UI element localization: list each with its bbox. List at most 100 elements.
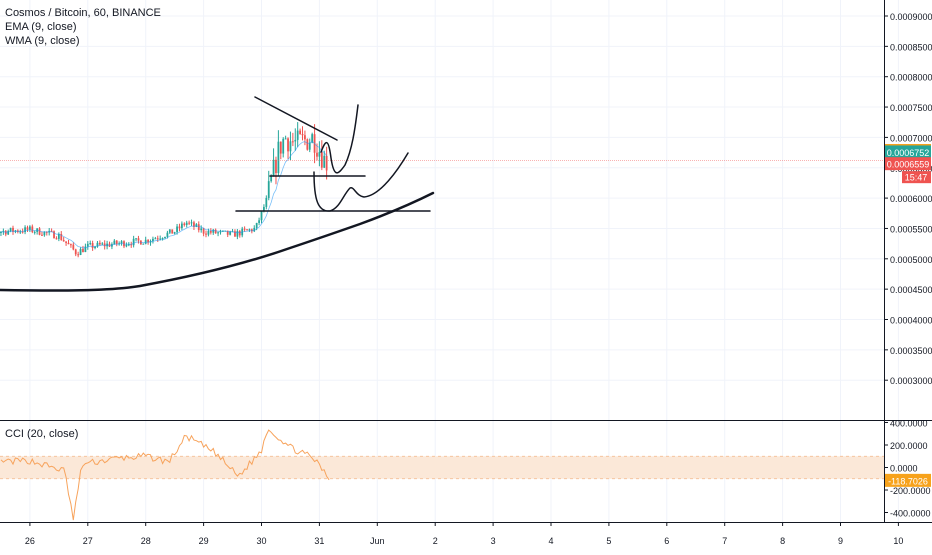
time-tick-label: 10	[893, 536, 903, 546]
candle-body	[319, 152, 321, 157]
price-tick-label: 0.0004500	[890, 285, 932, 295]
drawing-curve-support	[0, 193, 433, 291]
price-tick-label: 0.0007500	[890, 103, 932, 113]
candle-body	[10, 228, 12, 231]
candle-body	[56, 238, 58, 239]
candle-body	[152, 239, 154, 241]
main-legend[interactable]: Cosmos / Bitcoin, 60, BINANCE EMA (9, cl…	[5, 6, 161, 48]
candle-body	[159, 239, 161, 240]
candle-body	[29, 226, 31, 229]
candle-body	[265, 198, 267, 207]
candle-body	[261, 211, 263, 220]
candle-body	[287, 138, 289, 151]
candle-body	[273, 160, 275, 176]
candle-body	[186, 223, 188, 225]
legend-ema[interactable]: EMA (9, close)	[5, 21, 77, 33]
cci-tick-label: 400.0000	[890, 419, 928, 429]
user-drawings[interactable]	[0, 97, 433, 291]
candle-body	[270, 176, 272, 181]
candle-body	[34, 232, 36, 233]
time-tick-label: 3	[491, 536, 496, 546]
time-scale[interactable]: 26 27 28 29 30 31 Jun 2 3 4 5 6 7 8 9 10	[25, 522, 904, 546]
candle-body	[92, 243, 94, 248]
candle-body	[104, 244, 106, 247]
time-tick-label: 30	[256, 536, 266, 546]
candle-body	[63, 240, 65, 241]
time-tick-label: 2	[433, 536, 438, 546]
legend-cci[interactable]: CCI (20, close)	[5, 428, 78, 440]
candle-body	[277, 142, 279, 173]
candle-body	[205, 234, 207, 235]
candle-body	[164, 237, 166, 238]
candle-body	[210, 231, 212, 233]
candle-body	[299, 131, 301, 134]
candle-body	[174, 232, 176, 233]
price-tick-label: 0.0005500	[890, 224, 932, 234]
candle-body	[306, 139, 308, 149]
price-tick-label: 0.0008500	[890, 42, 932, 52]
time-tick-label: 7	[722, 536, 727, 546]
candle-body	[113, 241, 115, 245]
candle-body	[24, 227, 26, 232]
candle-body	[249, 229, 251, 230]
time-tick-label: 9	[838, 536, 843, 546]
time-tick-label: 31	[314, 536, 324, 546]
candle-body	[75, 249, 77, 254]
time-tick-label: 5	[606, 536, 611, 546]
cci-tick-label: -200.0000	[890, 486, 931, 496]
candle-body	[43, 232, 45, 236]
cci-scale[interactable]: 400.0000 200.0000 0.0000 -200.0000 -400.0000	[884, 419, 931, 519]
price-tick-label: 0.0003500	[890, 346, 932, 356]
candle-body	[217, 232, 219, 233]
cci-tick-label: -400.0000	[890, 509, 931, 519]
drawing-trendline	[255, 97, 337, 140]
candle-body	[167, 233, 169, 237]
cci-band-fill	[0, 456, 884, 479]
main-grid	[0, 0, 898, 522]
candle-body	[256, 223, 258, 228]
time-tick-label: 4	[548, 536, 553, 546]
axes	[0, 0, 932, 523]
price-scale[interactable]: 0.0009000 0.0008500 0.0008000 0.0007500 0.00…	[884, 12, 932, 386]
time-tick-label: 8	[780, 536, 785, 546]
legend-wma[interactable]: WMA (9, close)	[5, 35, 80, 47]
time-tick-label: 6	[664, 536, 669, 546]
candle-body	[126, 245, 128, 247]
ema-line	[0, 141, 884, 248]
candle-body	[236, 231, 238, 237]
time-tick-label: 27	[83, 536, 93, 546]
candle-series[interactable]	[0, 122, 327, 257]
candle-body	[41, 235, 43, 236]
candle-body	[101, 244, 103, 245]
candle-body	[246, 229, 248, 230]
time-tick-label: Jun	[370, 536, 385, 546]
price-tag-mid: 0.0006752	[887, 148, 930, 158]
candle-body	[77, 254, 79, 255]
price-tick-label: 0.0005000	[890, 255, 932, 265]
legend-symbol[interactable]: Cosmos / Bitcoin, 60, BINANCE	[5, 7, 161, 19]
candle-body	[169, 229, 171, 232]
candle-body	[304, 135, 306, 139]
time-tick-label: 26	[25, 536, 35, 546]
candle-body	[181, 224, 183, 229]
candle-body	[72, 245, 74, 250]
candle-body	[258, 220, 260, 223]
candle-body	[65, 241, 67, 243]
candle-body	[154, 238, 156, 239]
candle-body	[275, 160, 277, 173]
price-tag-last: 0.0006559	[887, 160, 930, 170]
candle-body	[82, 249, 84, 252]
candle-body	[292, 141, 294, 142]
cci-legend[interactable]: CCI (20, close)	[5, 427, 78, 441]
time-tick-label: 28	[141, 536, 151, 546]
candle-body	[135, 238, 137, 239]
candle-body	[68, 243, 70, 244]
candle-body	[179, 226, 181, 228]
candle-body	[87, 244, 89, 247]
price-tick-label: 0.0009000	[890, 12, 932, 22]
candle-body	[183, 224, 185, 225]
candle-body	[99, 243, 101, 245]
candle-body	[282, 139, 284, 154]
